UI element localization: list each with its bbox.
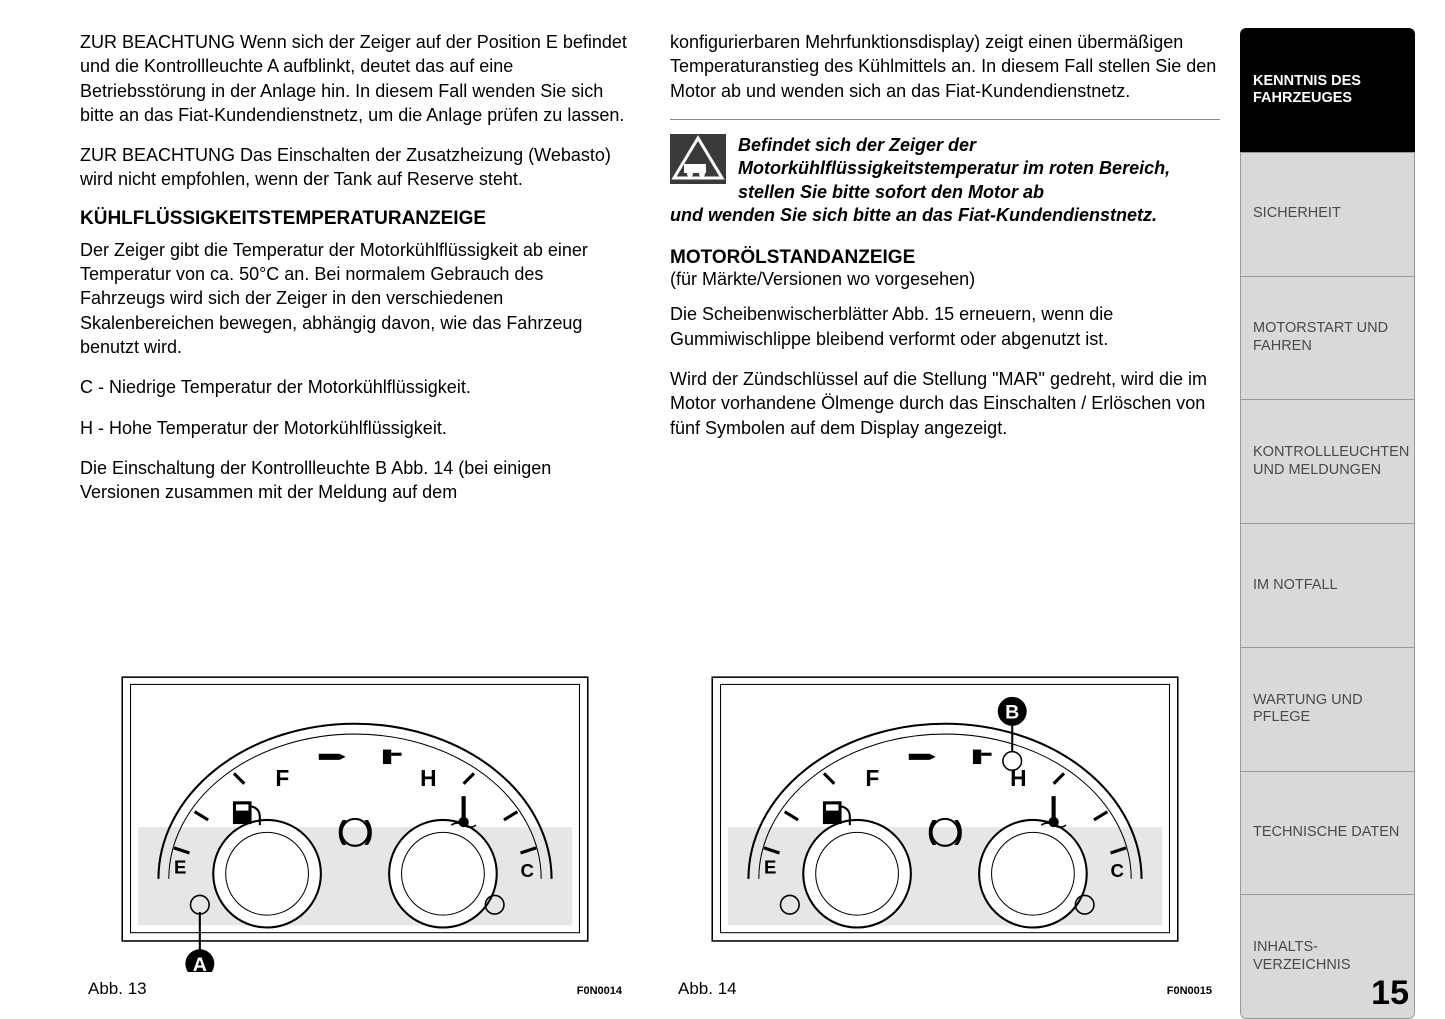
sidebar-tab[interactable]: SICHERHEIT	[1240, 152, 1415, 276]
paragraph: Wird der Zündschlüssel auf die Stellung …	[670, 367, 1220, 440]
paragraph: Der Zeiger gibt die Temperatur der Motor…	[80, 238, 630, 359]
svg-text:B: B	[1005, 702, 1019, 724]
svg-text:F: F	[275, 765, 289, 791]
gauge-cluster-illustration: ( ) F H E C	[670, 672, 1220, 972]
svg-text:(: (	[337, 816, 346, 846]
svg-text:): )	[954, 816, 963, 846]
figure-13: ( ) F	[80, 672, 630, 999]
svg-text:C: C	[1111, 860, 1124, 881]
section-heading: MOTORÖLSTANDANZEIGE	[670, 247, 1220, 269]
right-column: konfigurierbaren Mehrfunktionsdisplay) z…	[670, 30, 1220, 1009]
svg-text:H: H	[420, 765, 436, 791]
warning-triangle-icon	[670, 134, 726, 184]
sidebar-tab[interactable]: KONTROLLLEUCHTEN UND MELDUNGEN	[1240, 399, 1415, 523]
figure-caption: Abb. 13 F0N0014	[80, 979, 630, 999]
warning-text: Befindet sich der Zeiger der Motorkühlfl…	[738, 134, 1220, 204]
svg-text:A: A	[193, 954, 207, 972]
sidebar-tab[interactable]: TECHNISCHE DATEN	[1240, 771, 1415, 895]
svg-text:): )	[364, 816, 373, 846]
warning-text: und wenden Sie sich bitte an das Fiat-Ku…	[670, 204, 1220, 227]
sidebar-tabs: KENNTNIS DES FAHRZEUGESSICHERHEITMOTORST…	[1240, 28, 1415, 1019]
svg-text:F: F	[865, 765, 879, 791]
svg-text:E: E	[174, 857, 186, 878]
sidebar-tab[interactable]: WARTUNG UND PFLEGE	[1240, 647, 1415, 771]
sidebar-tab[interactable]: IM NOTFALL	[1240, 523, 1415, 647]
left-column: ZUR BEACHTUNG Wenn sich der Zeiger auf d…	[80, 30, 630, 1009]
paragraph: Die Scheibenwischerblätter Abb. 15 erneu…	[670, 302, 1220, 351]
paragraph: C - Niedrige Temperatur der Motorkühlflü…	[80, 375, 630, 399]
page-container: ZUR BEACHTUNG Wenn sich der Zeiger auf d…	[0, 0, 1445, 1019]
warning-box: Befindet sich der Zeiger der Motorkühlfl…	[670, 119, 1220, 228]
figure-caption: Abb. 14 F0N0015	[670, 979, 1220, 999]
svg-text:C: C	[521, 860, 534, 881]
section-heading: KÜHLFLÜSSIGKEITSTEMPERATURANZEIGE	[80, 208, 630, 230]
figure-14: ( ) F H E C	[670, 672, 1220, 999]
sidebar-tab[interactable]: KENNTNIS DES FAHRZEUGES	[1240, 28, 1415, 152]
paragraph: ZUR BEACHTUNG Das Einschalten der Zusatz…	[80, 143, 630, 192]
figure-label: Abb. 13	[88, 979, 147, 999]
sidebar-tab[interactable]: MOTORSTART UND FAHREN	[1240, 276, 1415, 400]
svg-text:(: (	[927, 816, 936, 846]
paragraph: H - Hohe Temperatur der Motorkühlflüssig…	[80, 416, 630, 440]
gauge-cluster-illustration: ( ) F	[80, 672, 630, 972]
content-area: ZUR BEACHTUNG Wenn sich der Zeiger auf d…	[0, 0, 1240, 1019]
paragraph: konfigurierbaren Mehrfunktionsdisplay) z…	[670, 30, 1220, 103]
paragraph: ZUR BEACHTUNG Wenn sich der Zeiger auf d…	[80, 30, 630, 127]
figure-code: F0N0015	[1167, 985, 1212, 997]
paragraph: Die Einschaltung der Kontrollleuchte B A…	[80, 456, 630, 505]
figure-code: F0N0014	[577, 985, 622, 997]
figure-label: Abb. 14	[678, 979, 737, 999]
svg-text:E: E	[764, 857, 776, 878]
text-columns: ZUR BEACHTUNG Wenn sich der Zeiger auf d…	[80, 30, 1220, 1009]
section-subheading: (für Märkte/Versionen wo vorgesehen)	[670, 269, 1220, 290]
page-number: 15	[1371, 974, 1409, 1013]
